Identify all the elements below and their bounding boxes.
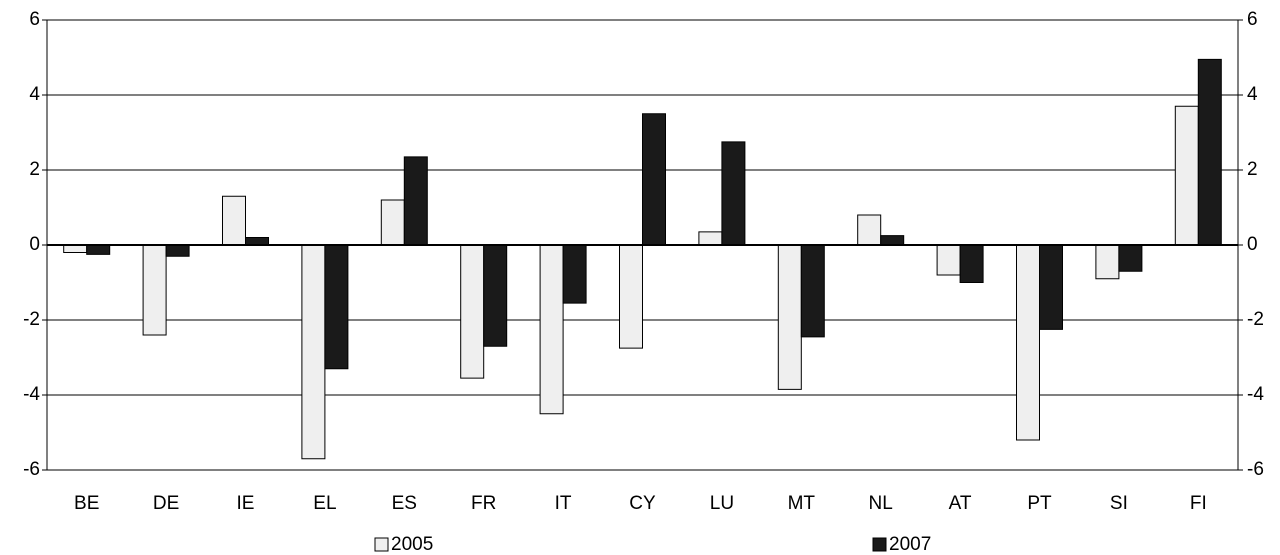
y-tick-label: -6: [23, 459, 40, 480]
bar: [222, 195, 246, 246]
bar: [936, 244, 961, 276]
bar: [619, 244, 643, 349]
bar: [63, 244, 88, 253]
bar: [324, 244, 349, 370]
x-tick-label: FI: [1190, 493, 1207, 514]
bar: [165, 244, 190, 257]
y2-tick-label: 6: [1247, 9, 1258, 30]
legend-label: 2007: [889, 534, 931, 555]
bar: [959, 244, 984, 283]
bar: [380, 199, 405, 246]
x-tick-label: PT: [1027, 493, 1052, 514]
x-tick-label: CY: [629, 493, 656, 514]
x-tick-label: IT: [555, 493, 572, 514]
bar: [1039, 244, 1063, 330]
x-tick-label: SI: [1110, 493, 1128, 514]
x-tick-label: NL: [869, 493, 893, 514]
bar: [483, 244, 508, 347]
bar: [642, 113, 666, 246]
y-tick-label: 0: [29, 234, 40, 255]
bar: [1197, 58, 1222, 246]
bar: [721, 141, 746, 246]
y-tick-label: 4: [29, 84, 40, 105]
x-tick-label: DE: [153, 493, 179, 514]
bar: [857, 214, 882, 246]
x-tick-label: ES: [392, 493, 417, 514]
x-tick-label: AT: [949, 493, 972, 514]
bar: [800, 244, 825, 338]
y-tick-label: -2: [23, 309, 40, 330]
bar: [777, 244, 802, 390]
x-tick-label: EL: [313, 493, 336, 514]
bar: [562, 244, 587, 304]
bar: [403, 156, 428, 246]
bar: [880, 235, 905, 246]
y2-tick-label: -4: [1247, 384, 1264, 405]
y2-tick-label: -2: [1247, 309, 1264, 330]
y2-tick-label: 4: [1247, 84, 1258, 105]
y-tick-label: 2: [29, 159, 40, 180]
bar: [460, 244, 485, 379]
bar: [539, 244, 564, 415]
x-tick-label: LU: [710, 493, 734, 514]
x-tick-label: BE: [74, 493, 99, 514]
legend-swatch: [872, 537, 887, 552]
bar: [86, 244, 111, 255]
legend-label: 2005: [391, 534, 433, 555]
bar: [301, 244, 326, 460]
bar: [1118, 244, 1143, 272]
bar: [1174, 105, 1199, 246]
bar: [698, 231, 723, 246]
y2-tick-label: 2: [1247, 159, 1258, 180]
y-tick-label: 6: [29, 9, 40, 30]
x-tick-label: IE: [237, 493, 255, 514]
bar: [1016, 244, 1040, 441]
y2-tick-label: 0: [1247, 234, 1258, 255]
legend-swatch: [374, 537, 389, 552]
x-tick-label: FR: [471, 493, 496, 514]
y-tick-label: -4: [23, 384, 40, 405]
bar: [1095, 244, 1120, 280]
x-tick-label: MT: [788, 493, 816, 514]
y2-tick-label: -6: [1247, 459, 1264, 480]
bar: [245, 237, 269, 246]
bar: [142, 244, 167, 336]
